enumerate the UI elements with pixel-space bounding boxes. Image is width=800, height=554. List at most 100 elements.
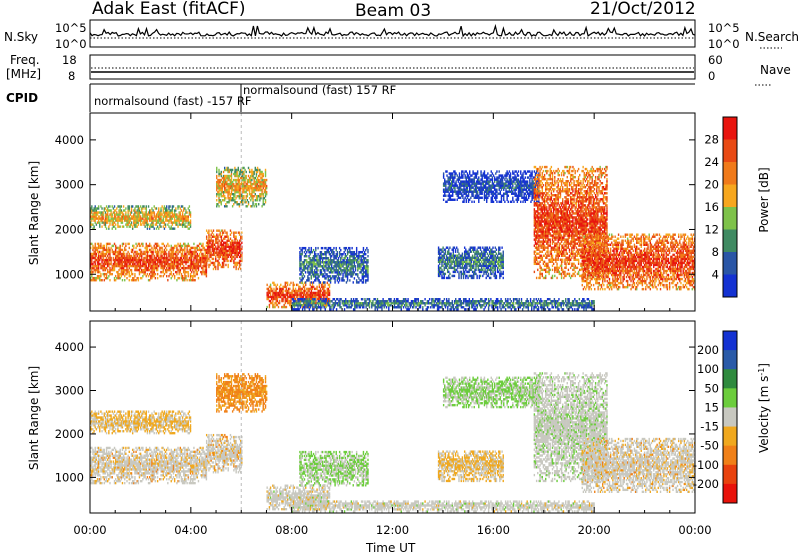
power-cell	[97, 268, 100, 272]
power-cell	[309, 271, 311, 274]
power-cell	[484, 176, 487, 179]
power-cell	[292, 283, 294, 287]
power-cell	[328, 261, 331, 264]
power-cell	[474, 262, 476, 266]
power-cell	[470, 266, 473, 270]
power-cell	[256, 196, 259, 200]
power-cell	[259, 172, 261, 176]
power-cell	[346, 265, 349, 268]
power-cell	[134, 219, 136, 222]
power-cell	[302, 289, 305, 293]
power-cell	[471, 184, 473, 187]
power-cell	[184, 246, 186, 250]
power-cell	[201, 244, 203, 248]
power-cell	[223, 184, 226, 188]
power-cell	[156, 260, 159, 264]
power-cell	[316, 267, 318, 270]
power-cell	[300, 291, 302, 295]
power-cell	[216, 186, 218, 190]
power-cell	[327, 261, 329, 264]
power-cell	[100, 205, 102, 208]
power-cell	[173, 209, 176, 212]
power-cell	[483, 186, 486, 189]
power-cell	[197, 268, 200, 272]
power-cell	[445, 190, 447, 193]
power-cell	[366, 267, 368, 270]
power-cell	[226, 205, 228, 208]
power-cell	[469, 274, 472, 278]
power-cell	[262, 199, 264, 202]
power-cell	[326, 295, 328, 299]
power-cell	[113, 276, 116, 280]
power-cell	[205, 248, 208, 252]
power-cell	[224, 251, 226, 255]
power-cell	[476, 172, 479, 175]
nsky-tick-top: 10^5	[55, 21, 87, 35]
power-cell	[114, 262, 117, 266]
power-cell	[129, 268, 132, 272]
power-cell	[448, 178, 450, 181]
power-cell	[498, 184, 500, 187]
power-cell	[210, 261, 212, 265]
power-cell	[220, 172, 222, 176]
power-cell	[464, 174, 466, 177]
power-cell	[454, 190, 456, 193]
power-cell	[458, 184, 461, 187]
power-cell	[286, 283, 289, 287]
power-cell	[304, 281, 307, 284]
power-cell	[187, 242, 189, 246]
power-cell	[328, 289, 331, 293]
power-cell	[449, 182, 452, 185]
power-cell	[357, 257, 359, 260]
power-cell	[318, 295, 321, 299]
power-cell	[285, 285, 288, 289]
power-cell	[500, 258, 502, 262]
power-cell	[133, 258, 135, 262]
power-cell	[184, 213, 186, 216]
power-cell	[96, 262, 99, 266]
power-cell	[236, 245, 238, 249]
power-cell	[361, 277, 364, 280]
power-cell	[125, 223, 127, 226]
power-cell	[282, 305, 284, 309]
power-cell	[125, 215, 127, 218]
power-cell	[354, 273, 357, 276]
power-cell	[242, 174, 244, 178]
power-cell	[162, 266, 164, 270]
power-cell	[467, 180, 470, 183]
power-cell	[195, 260, 197, 264]
power-cell	[289, 287, 291, 291]
power-cell	[311, 261, 314, 264]
power-cell	[487, 186, 489, 189]
power-cell	[133, 246, 135, 250]
power-cell	[349, 261, 351, 264]
power-cell	[443, 248, 445, 251]
power-cell	[242, 178, 244, 182]
power-cell	[491, 252, 493, 255]
power-cell	[462, 274, 465, 278]
power-cell	[483, 198, 486, 201]
power-cell	[150, 260, 152, 264]
power-cell	[94, 260, 96, 264]
power-cell	[348, 250, 350, 254]
power-cell	[161, 270, 163, 274]
power-cell	[328, 293, 331, 297]
power-cell	[107, 268, 109, 272]
power-cell	[260, 194, 262, 198]
power-cell	[483, 254, 485, 257]
power-cell	[449, 188, 452, 191]
power-cell	[254, 199, 257, 202]
power-cell	[343, 257, 345, 260]
power-cell	[363, 275, 366, 278]
power-cell	[329, 267, 332, 270]
power-cell	[463, 260, 466, 264]
power-cell	[301, 250, 303, 254]
power-cell	[104, 223, 107, 226]
power-cell	[134, 213, 136, 216]
power-cell	[310, 297, 313, 301]
power-cell	[137, 276, 140, 280]
power-cell	[94, 213, 96, 216]
power-cell	[477, 256, 479, 259]
power-cell	[258, 203, 260, 206]
power-cell	[168, 215, 170, 218]
